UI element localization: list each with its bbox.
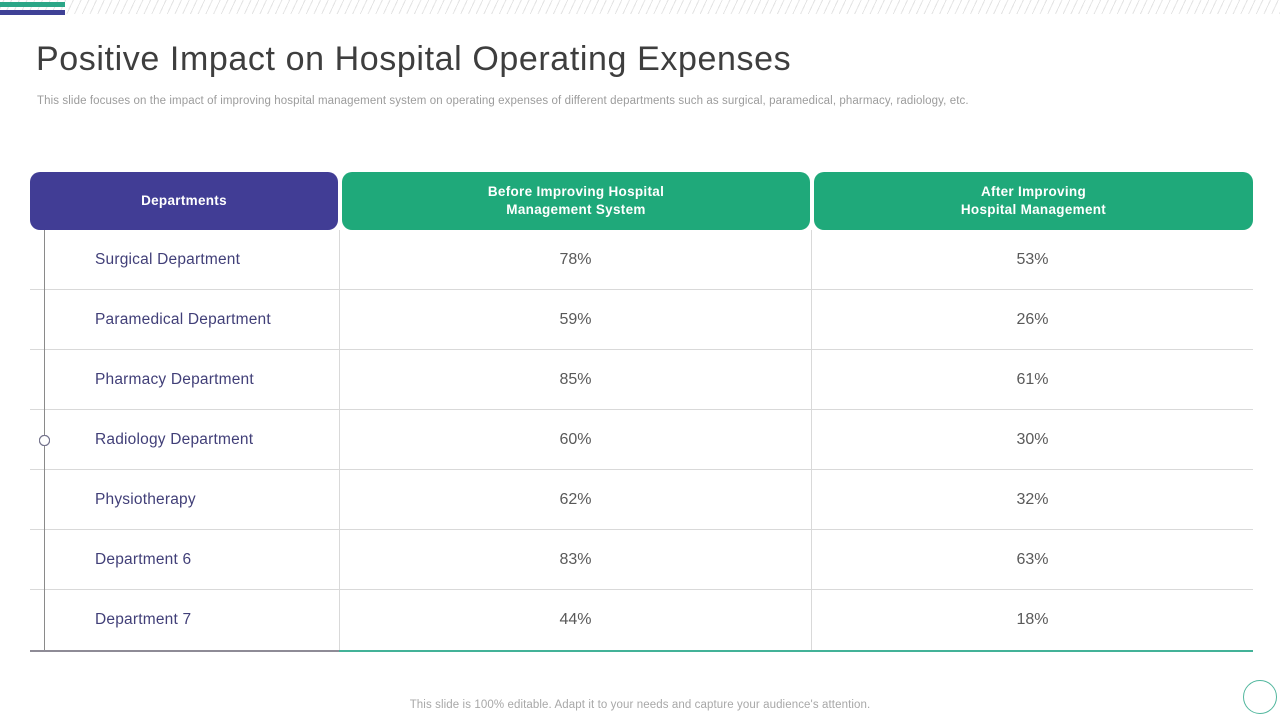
before-value: 62%	[339, 470, 811, 529]
bottom-accent-right	[339, 650, 1253, 652]
bottom-accent-left	[30, 650, 339, 652]
before-value: 59%	[339, 290, 811, 349]
header-label: Management System	[506, 202, 646, 217]
department-cell: Surgical Department	[30, 230, 339, 446]
after-value: 18%	[811, 590, 1253, 650]
table-bottom-accents	[30, 650, 1253, 652]
department-cell: Pharmacy Department	[30, 350, 339, 446]
before-value: 44%	[339, 590, 811, 650]
page-title: Positive Impact on Hospital Operating Ex…	[36, 40, 792, 78]
department-cell: Department 6	[30, 434, 339, 589]
table-row: Pharmacy Department 85% 61%	[30, 350, 1253, 446]
header-label: Before Improving Hospital	[487, 183, 665, 199]
department-cell: Department 7	[30, 434, 339, 650]
header-before: Before Improving Hospital Management Sys…	[342, 172, 810, 230]
department-label: Radiology Department	[95, 430, 254, 448]
table-row: Physiotherapy 62% 32%	[30, 434, 1253, 530]
timeline-node-icon	[39, 434, 50, 446]
before-value: 78%	[339, 230, 811, 289]
top-green-bar	[0, 2, 65, 7]
corner-circle-decoration	[1243, 680, 1277, 714]
top-hatch-pattern	[0, 0, 1280, 14]
department-cell: Radiology Department	[30, 410, 339, 469]
table-body: Surgical Department 78% 53% Paramedical …	[30, 230, 1253, 650]
department-label: Department 6	[95, 550, 192, 568]
after-value: 32%	[811, 470, 1253, 529]
header-departments: Departments	[30, 172, 338, 230]
header-after: After Improving Hospital Management	[814, 172, 1253, 230]
header-label: After Improving	[980, 183, 1086, 199]
department-cell: Physiotherapy	[30, 434, 339, 529]
department-label: Surgical Department	[95, 250, 241, 268]
before-value: 60%	[339, 410, 811, 469]
before-value: 85%	[339, 350, 811, 409]
table-row: Radiology Department 60% 30%	[30, 410, 1253, 470]
page-subtitle: This slide focuses on the impact of impr…	[37, 95, 969, 107]
department-cell: Paramedical Department	[30, 290, 339, 446]
header-label: Departments	[141, 192, 227, 208]
table-row: Surgical Department 78% 53%	[30, 230, 1253, 446]
table-header-row: Departments Before Improving Hospital Ma…	[30, 172, 1253, 230]
before-value: 83%	[339, 530, 811, 589]
header-label: Hospital Management	[960, 202, 1107, 217]
department-label: Paramedical Department	[95, 310, 271, 328]
after-value: 63%	[811, 530, 1253, 589]
table-row: Department 7 44% 18%	[30, 434, 1253, 650]
footer-note: This slide is 100% editable. Adapt it to…	[409, 699, 871, 711]
table-row: Paramedical Department 59% 26%	[30, 290, 1253, 446]
expenses-table: Departments Before Improving Hospital Ma…	[30, 172, 1253, 652]
top-purple-bar	[0, 10, 65, 15]
after-value: 30%	[811, 410, 1253, 469]
table-row: Department 6 83% 63%	[30, 434, 1253, 590]
after-value: 61%	[811, 350, 1253, 409]
department-label: Physiotherapy	[95, 490, 196, 508]
after-value: 53%	[811, 230, 1253, 289]
department-label: Pharmacy Department	[95, 370, 254, 388]
department-label: Department 7	[95, 611, 192, 628]
after-value: 26%	[811, 290, 1253, 349]
